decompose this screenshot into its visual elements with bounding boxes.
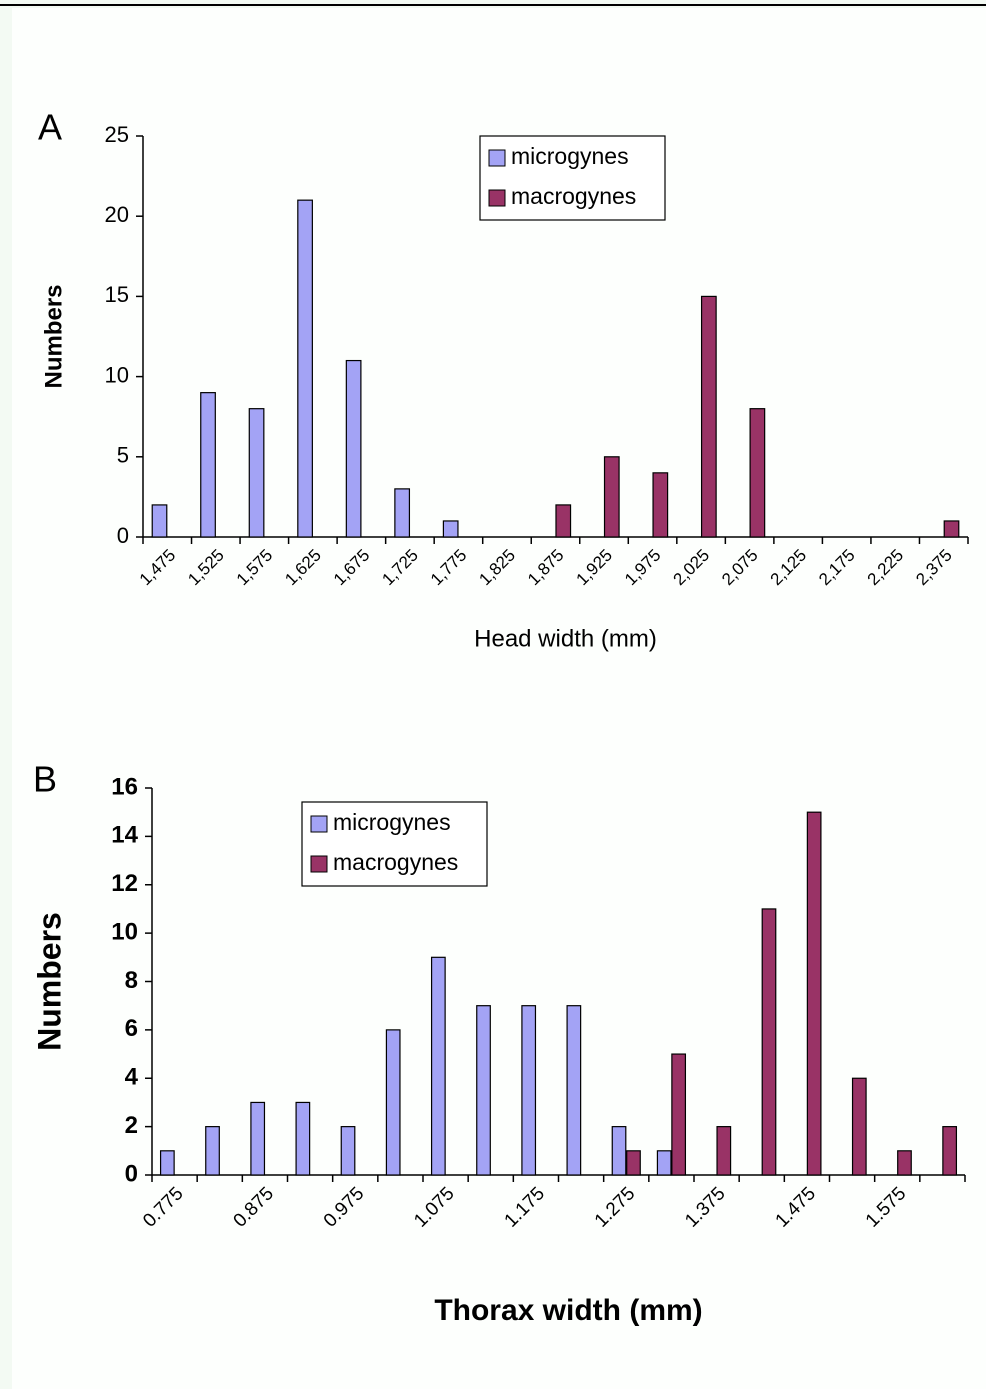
legend-label: macrogynes [333, 849, 458, 875]
y-tick-label: 16 [111, 773, 138, 800]
bar [897, 1150, 912, 1176]
bar [716, 1126, 732, 1176]
y-tick-label: 25 [105, 122, 129, 147]
y-tick-label: 5 [117, 443, 129, 468]
bar [295, 1101, 311, 1176]
legend: microgynes macrogynes [479, 135, 666, 221]
bar [394, 488, 411, 538]
bar [345, 359, 362, 538]
y-tick-label: 0 [117, 523, 129, 548]
bar [700, 295, 717, 538]
y-tick-label: 10 [111, 918, 138, 945]
bar [671, 1053, 687, 1176]
y-tick-label: 0 [125, 1160, 138, 1187]
bar [200, 392, 216, 538]
panel-label: B [33, 759, 57, 800]
legend-swatch [488, 149, 506, 167]
y-axis-label: Numbers [31, 912, 67, 1051]
legend-label: microgynes [333, 809, 451, 835]
bar [656, 1150, 672, 1176]
y-tick-label: 12 [111, 870, 138, 897]
y-axis-label: Numbers [40, 284, 67, 388]
bar [442, 520, 459, 538]
bar [652, 472, 669, 538]
bar [430, 956, 446, 1176]
bar [159, 1150, 175, 1176]
legend-box [301, 801, 488, 887]
bar [603, 456, 620, 538]
bar [851, 1077, 867, 1176]
bar [942, 1126, 958, 1176]
y-tick-label: 15 [105, 282, 129, 307]
legend-swatch [310, 855, 328, 873]
bar [761, 908, 777, 1176]
y-tick-label: 20 [105, 202, 129, 227]
bar [248, 408, 265, 538]
legend: microgynes macrogynes [301, 801, 488, 887]
bar [566, 1005, 582, 1176]
bar [611, 1126, 627, 1176]
bar [806, 811, 822, 1176]
y-tick-label: 14 [111, 822, 138, 849]
bar [151, 504, 168, 538]
y-tick-label: 6 [125, 1015, 138, 1042]
legend-box [479, 135, 666, 221]
legend-swatch [310, 815, 328, 833]
bar [476, 1005, 491, 1176]
y-tick-label: 10 [105, 362, 129, 387]
panel-label: A [38, 107, 62, 148]
bar [340, 1126, 356, 1176]
y-tick-label: 4 [125, 1064, 139, 1091]
bar [749, 408, 766, 538]
bar [385, 1029, 401, 1176]
legend-swatch [488, 189, 506, 207]
x-axis-label: Thorax width (mm) [434, 1294, 702, 1327]
bar [555, 504, 572, 538]
bar [205, 1126, 220, 1176]
legend-label: macrogynes [511, 183, 636, 209]
y-tick-label: 8 [125, 967, 138, 994]
legend-label: microgynes [511, 143, 629, 169]
bar [297, 199, 313, 538]
x-axis-label: Head width (mm) [474, 625, 657, 652]
bar [521, 1005, 537, 1176]
bar [943, 520, 960, 538]
bar [250, 1101, 266, 1176]
bar [626, 1150, 641, 1176]
y-tick-label: 2 [125, 1112, 138, 1139]
